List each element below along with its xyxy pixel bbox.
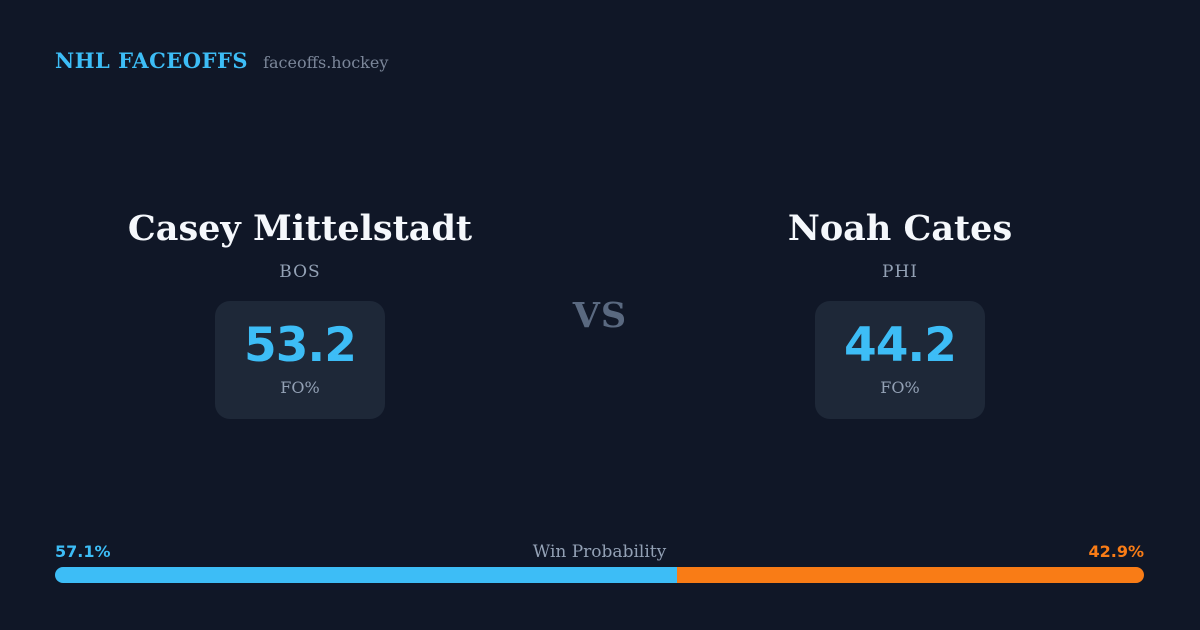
player-card-right: Noah Cates PHI 44.2 FO% [700, 206, 1100, 419]
win-probability-right-pct: 42.9% [1088, 542, 1144, 561]
stat-card: 44.2 FO% [815, 300, 985, 419]
stat-value: 53.2 [244, 318, 357, 373]
player-name: Casey Mittelstadt [127, 208, 473, 249]
player-name: Noah Cates [787, 208, 1013, 249]
player-team: PHI [882, 261, 918, 282]
win-probability-labels: 57.1% Win Probability 42.9% [55, 542, 1144, 562]
vs-label: VS [572, 295, 628, 336]
stat-value: 44.2 [844, 318, 957, 373]
brand-domain: faceoffs.hockey [263, 53, 389, 72]
win-probability-left-pct: 57.1% [55, 542, 111, 561]
win-probability-bar-left-segment [55, 567, 677, 583]
player-card-left: Casey Mittelstadt BOS 53.2 FO% [100, 206, 500, 419]
stat-label: FO% [880, 378, 920, 397]
stat-card: 53.2 FO% [215, 300, 385, 419]
win-probability-bar [55, 567, 1144, 583]
player-team: BOS [279, 261, 321, 282]
win-probability-bar-right-segment [676, 567, 1144, 583]
brand-title: NHL FACEOFFS [55, 48, 249, 73]
win-probability-title: Win Probability [532, 542, 667, 562]
stat-label: FO% [280, 378, 320, 397]
brand-header: NHL FACEOFFS faceoffs.hockey [55, 48, 388, 73]
